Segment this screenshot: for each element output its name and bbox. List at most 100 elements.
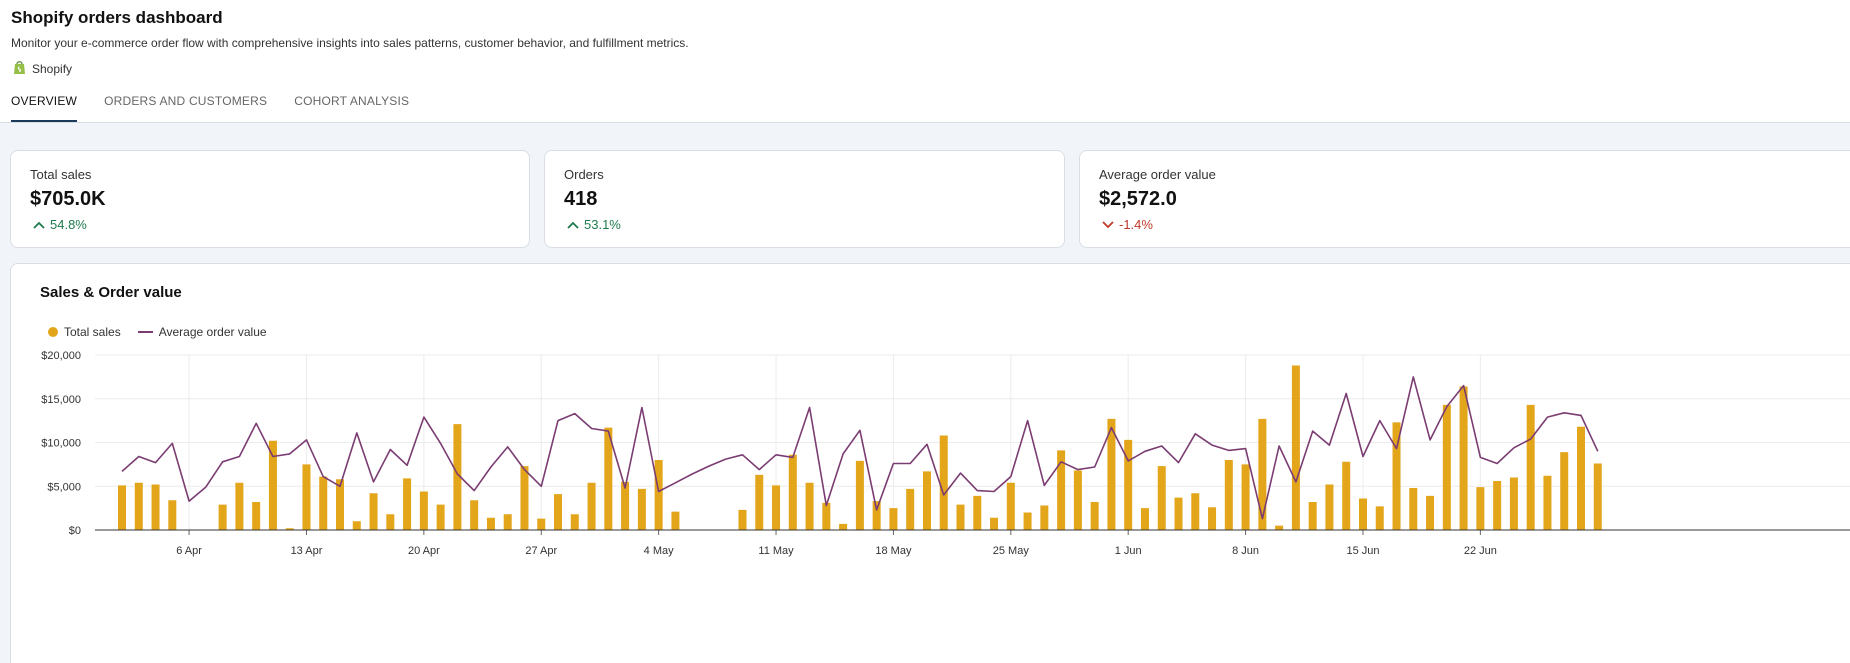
bar-total-sales <box>1241 464 1250 530</box>
kpi-delta: 54.8% <box>33 217 87 232</box>
bar-total-sales <box>1576 426 1585 530</box>
x-tick-label: 11 May <box>758 545 794 557</box>
arrow-up-icon <box>567 221 579 229</box>
bar-total-sales <box>755 474 764 530</box>
x-tick-label: 6 Apr <box>176 545 202 557</box>
page-title: Shopify orders dashboard <box>11 8 223 27</box>
arrow-up-icon <box>33 221 45 229</box>
arrow-down-icon <box>1102 220 1114 228</box>
bar-total-sales <box>956 504 965 530</box>
kpi-label: Average order value <box>1099 167 1216 182</box>
bar-total-sales <box>1442 404 1451 530</box>
x-tick-label: 18 May <box>875 545 912 557</box>
y-tick-label: $0 <box>69 525 81 537</box>
bar-total-sales <box>1208 507 1217 530</box>
bar-total-sales <box>1560 452 1569 530</box>
bar-total-sales <box>537 518 546 530</box>
bar-total-sales <box>604 427 613 530</box>
bar-total-sales <box>134 482 143 530</box>
bar-total-sales <box>889 508 898 530</box>
x-tick-label: 22 Jun <box>1464 545 1497 557</box>
bar-total-sales <box>822 502 831 530</box>
legend-swatch-line <box>137 331 153 333</box>
chart-title: Sales & Order value <box>40 284 182 301</box>
bar-total-sales <box>1006 482 1015 530</box>
data-source[interactable]: Shopify <box>13 60 72 78</box>
bar-total-sales <box>1157 466 1166 530</box>
kpi-delta-value: 53.1% <box>584 217 621 232</box>
bar-total-sales <box>1275 525 1284 530</box>
bar-total-sales <box>520 466 529 530</box>
bar-total-sales <box>336 479 345 530</box>
kpi-delta-value: 54.8% <box>50 217 87 232</box>
chart-plot: $0 $5,000 $10,000 $15,000 $20,000 6 Apr 13 Apr… <box>41 350 1850 557</box>
sales-order-value-chart-card: Sales & Order value Total sales Average … <box>10 263 1850 663</box>
bar-total-sales <box>1593 463 1602 530</box>
x-tick-label: 13 Apr <box>291 545 323 557</box>
bar-total-sales <box>470 500 479 530</box>
bar-total-sales <box>1342 461 1351 530</box>
bar-total-sales <box>118 485 126 530</box>
bar-total-sales <box>1140 508 1149 530</box>
bar-total-sales <box>637 488 646 530</box>
bar-total-sales <box>1476 487 1485 530</box>
bar-total-sales <box>1392 422 1401 530</box>
bar-total-sales <box>252 502 261 530</box>
bar-total-sales <box>1291 365 1300 530</box>
bar-total-sales <box>1543 475 1552 530</box>
kpi-card-average-order-value[interactable]: Average order value $2,572.0 -1.4% <box>1079 150 1850 248</box>
kpi-card-total-sales[interactable]: Total sales $705.0K 54.8% <box>10 150 530 248</box>
x-tick-label: 25 May <box>993 545 1030 557</box>
bar-total-sales <box>1325 484 1334 530</box>
bar-total-sales <box>1040 505 1049 530</box>
bar-total-sales <box>1258 418 1267 530</box>
y-tick-label: $15,000 <box>41 394 81 406</box>
bar-total-sales <box>1023 512 1032 530</box>
tab-bar: OVERVIEW ORDERS AND CUSTOMERS COHORT ANA… <box>11 94 409 122</box>
y-tick-label: $10,000 <box>41 438 81 450</box>
bar-total-sales <box>570 514 579 530</box>
bar-total-sales <box>352 521 361 530</box>
bar-total-sales <box>453 424 462 530</box>
chart-legend: Total sales Average order value <box>48 325 267 339</box>
legend-item-total-sales[interactable]: Total sales <box>48 325 121 339</box>
bar-total-sales <box>168 500 177 530</box>
bar-total-sales <box>1073 470 1082 530</box>
bar-total-sales <box>1509 477 1518 530</box>
shopify-bag-icon <box>13 60 26 78</box>
bar-total-sales <box>805 482 814 530</box>
x-tick-label: 1 Jun <box>1115 545 1142 557</box>
legend-item-average-order-value[interactable]: Average order value <box>137 325 267 339</box>
kpi-card-orders[interactable]: Orders 418 53.1% <box>544 150 1065 248</box>
bar-total-sales <box>922 471 931 530</box>
bar-total-sales <box>738 509 747 530</box>
x-tick-label: 15 Jun <box>1346 545 1379 557</box>
x-tick-label: 8 Jun <box>1232 545 1259 557</box>
bar-total-sales <box>1057 450 1066 530</box>
bar-total-sales <box>855 460 864 530</box>
bar-total-sales <box>1375 506 1384 530</box>
bar-total-sales <box>1090 502 1099 530</box>
y-tick-label: $5,000 <box>47 481 81 493</box>
bar-total-sales <box>1107 418 1116 530</box>
bar-total-sales <box>906 488 915 530</box>
bar-total-sales <box>839 523 848 530</box>
tab-cohort-analysis[interactable]: COHORT ANALYSIS <box>294 94 410 108</box>
y-tick-label: $20,000 <box>41 350 81 362</box>
legend-label: Average order value <box>158 325 267 339</box>
tab-overview[interactable]: OVERVIEW <box>11 94 78 122</box>
bar-total-sales <box>1493 481 1502 530</box>
bar-total-sales <box>285 528 294 530</box>
bar-total-sales <box>939 435 948 530</box>
bar-total-sales <box>973 495 982 530</box>
bar-total-sales <box>872 501 881 530</box>
bar-total-sales <box>386 514 395 530</box>
bar-total-sales <box>302 464 311 530</box>
legend-swatch-dot <box>48 327 58 337</box>
bar-total-sales <box>1426 495 1435 530</box>
bar-total-sales <box>1224 460 1233 530</box>
x-tick-label: 20 Apr <box>408 545 440 557</box>
tab-orders-and-customers[interactable]: ORDERS AND CUSTOMERS <box>104 94 268 108</box>
bar-total-sales <box>403 478 412 530</box>
bar-total-sales <box>1459 386 1468 530</box>
